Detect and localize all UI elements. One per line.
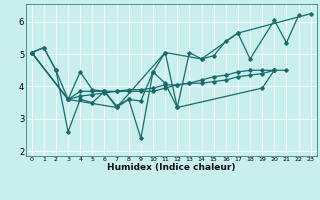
X-axis label: Humidex (Indice chaleur): Humidex (Indice chaleur): [107, 163, 236, 172]
